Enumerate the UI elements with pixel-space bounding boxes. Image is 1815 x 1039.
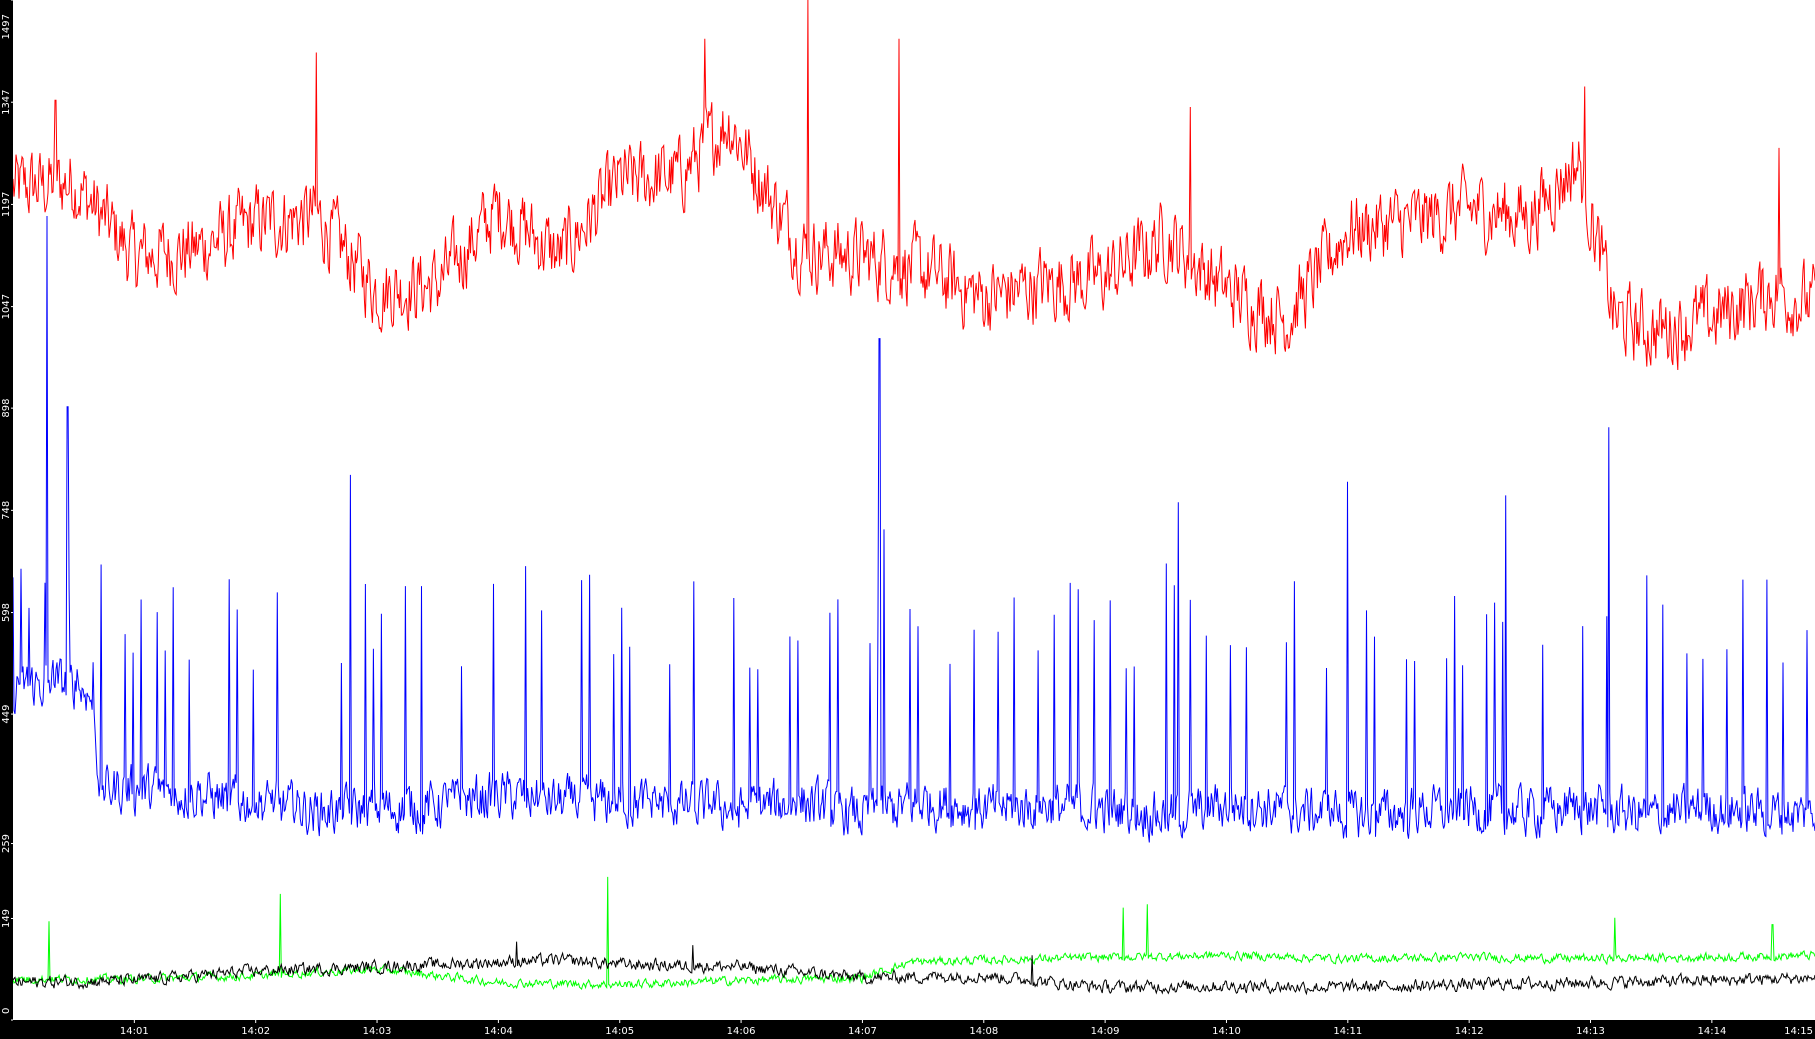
x-tick-label: 14:11	[1333, 1026, 1362, 1037]
series-line-3	[12, 876, 1815, 991]
x-tick-label: 14:09	[1091, 1026, 1120, 1037]
x-tick-label: 14:08	[969, 1026, 998, 1037]
y-tick-label: 1197	[1, 192, 12, 217]
y-tick-label: 449	[1, 705, 12, 724]
x-tick-label: 14:13	[1576, 1026, 1605, 1037]
y-tick-label: 0	[1, 1008, 12, 1014]
x-tick-label: 14:06	[727, 1026, 756, 1037]
y-tick-label: 1047	[1, 294, 12, 319]
y-tick-label: 748	[1, 501, 12, 520]
series-line-1	[12, 0, 1815, 371]
series-line-4	[12, 941, 1815, 996]
y-axis-ticks: 0 149 259 449 598 748 898 1047 1197 1347 1497	[1, 0, 13, 1021]
x-tick-label: 14:04	[484, 1026, 513, 1037]
x-tick-label: 14:14	[1697, 1026, 1726, 1037]
x-tick-label: 14:07	[848, 1026, 877, 1037]
x-tick-label: 14:10	[1212, 1026, 1241, 1037]
y-tick-label: 898	[1, 399, 12, 418]
y-tick-label: 1347	[1, 89, 12, 114]
x-tick-label: 14:05	[605, 1026, 634, 1037]
series-line-2	[12, 215, 1815, 843]
x-axis-strip	[0, 1020, 1815, 1039]
x-tick-label: 14:01	[120, 1026, 149, 1037]
x-tick-label: 14:03	[363, 1026, 392, 1037]
x-tick-label: 14:02	[241, 1026, 270, 1037]
y-tick-label: 149	[1, 909, 12, 928]
y-tick-label: 598	[1, 603, 12, 622]
x-axis-ticks: 14:01 14:02 14:03 14:04 14:05 14:06 14:07 14:08…	[120, 1020, 1813, 1037]
y-tick-label: 259	[1, 834, 12, 853]
y-tick-label: 1497	[1, 14, 12, 39]
y-axis-strip	[0, 0, 13, 1020]
x-tick-label: 14:12	[1455, 1026, 1484, 1037]
x-tick-label: 14:15	[1784, 1026, 1813, 1037]
series-layer	[12, 0, 1815, 996]
